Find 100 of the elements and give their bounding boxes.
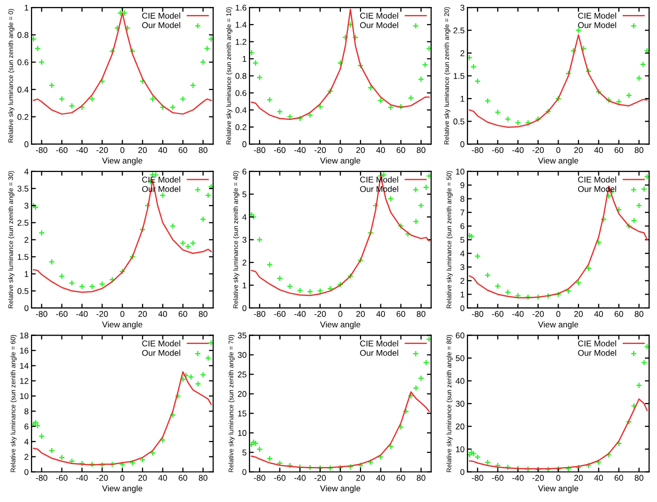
y-tick-label: 2 [242,260,246,266]
x-tick-label: -80 [254,474,266,481]
x-axis-title: View angle [320,321,360,330]
x-tick-label: 0 [120,474,124,481]
x-axis-title: View angle [102,157,142,166]
y-tick-label: 0 [24,141,28,148]
y-tick-label: 0.6 [235,90,246,96]
x-tick-label: -60 [56,310,68,317]
x-tick-label: 0 [120,310,124,317]
y-tick-label: 4 [242,214,246,220]
y-tick-label: 3 [460,4,464,11]
y-tick-label: 0 [24,469,28,475]
x-tick-label: -40 [512,147,524,153]
x-tick-label: -40 [76,310,88,317]
x-tick-label: 60 [614,147,624,153]
legend-label: CIE Model [360,340,398,346]
x-tick-label: 60 [396,310,406,317]
x-tick-label: 80 [416,310,426,317]
x-tick-label: -20 [96,474,108,481]
y-tick-label: 1 [460,96,464,102]
x-tick-label: 60 [178,147,188,153]
x-tick-label: 40 [594,474,603,481]
legend-label: Our Model [578,350,616,356]
x-tick-label: 60 [614,310,624,317]
y-tick-label: 1.5 [18,254,28,260]
x-tick-label: -80 [472,474,484,481]
y-tick-label: 3 [242,236,246,243]
y-tick-label: 0.5 [18,288,28,294]
x-tick-label: 80 [198,147,208,153]
y-tick-label: 2.5 [18,220,28,226]
y-tick-label: 30 [238,352,246,358]
x-tick-label: -60 [492,474,504,481]
y-tick-label: 0 [242,141,246,148]
x-axis-title: View angle [538,485,578,493]
y-tick-label: 10 [456,446,464,452]
x-tick-label: 20 [138,474,147,481]
legend-label: CIE Model [578,176,616,183]
y-tick-label: 0.8 [18,32,28,38]
y-tick-label: 2 [460,50,464,56]
x-tick-label: -40 [76,474,88,481]
legend-label: CIE Model [578,340,616,346]
x-tick-label: 60 [178,474,188,481]
x-tick-label: 40 [594,310,603,317]
x-tick-label: -60 [274,147,286,153]
y-tick-label: 1 [242,282,246,288]
x-tick-label: 20 [574,310,583,317]
x-tick-label: -60 [274,474,286,481]
x-tick-label: -40 [512,474,524,481]
legend-label: CIE Model [360,12,398,19]
x-tick-label: -40 [294,147,306,153]
x-tick-label: -60 [492,310,504,317]
y-tick-label: 0.4 [18,86,29,93]
x-tick-label: 40 [158,474,168,481]
x-tick-label: 20 [138,310,147,317]
x-tick-label: 20 [356,147,365,153]
y-tick-label: 9 [460,182,464,188]
y-tick-label: 0 [242,469,246,475]
y-tick-label: 1.4 [236,22,246,28]
y-tick-label: 3 [460,264,464,270]
y-tick-label: 1 [460,292,464,298]
y-tick-label: 5 [460,236,464,243]
legend-label: Our Model [360,22,398,28]
y-tick-label: 1 [24,271,28,277]
x-tick-label: -40 [294,310,306,317]
y-tick-label: 8 [460,196,464,202]
y-tick-label: 0 [460,469,464,475]
y-tick-label: 0 [24,305,28,312]
x-tick-label: 20 [356,474,365,481]
y-tick-label: 0.4 [235,107,246,114]
y-tick-label: 10 [456,168,464,175]
x-axis-title: View angle [102,485,142,493]
y-tick-label: 2 [24,236,28,243]
y-tick-label: 5 [242,191,246,198]
y-tick-label: 0.6 [18,59,28,66]
y-tick-label: 0 [460,305,464,312]
legend-label: Our Model [360,350,398,356]
y-tick-label: 50 [456,355,464,362]
y-tick-label: 0.2 [235,124,246,130]
x-tick-label: 40 [158,147,168,153]
y-tick-label: 20 [238,391,246,397]
x-tick-label: 40 [158,310,168,317]
x-tick-label: -20 [96,310,108,317]
x-tick-label: 80 [416,147,426,153]
x-tick-label: -20 [96,147,108,153]
y-tick-label: 40 [456,378,464,384]
x-tick-label: -80 [472,310,484,317]
legend-label: Our Model [142,22,180,28]
x-tick-label: 80 [634,474,644,481]
legend-label: CIE Model [142,340,180,346]
y-tick-label: 10 [238,430,246,436]
x-axis-title: View angle [102,321,142,330]
y-tick-label: 16 [20,348,28,354]
x-tick-label: 0 [120,147,124,153]
y-tick-label: 3.5 [17,186,28,192]
y-tick-label: 2 [460,278,464,284]
x-tick-label: 20 [574,474,583,481]
y-tick-label: 6 [242,168,246,175]
x-tick-label: -80 [472,147,484,153]
y-tick-label: 6 [460,223,464,230]
y-tick-label: 18 [20,332,28,338]
